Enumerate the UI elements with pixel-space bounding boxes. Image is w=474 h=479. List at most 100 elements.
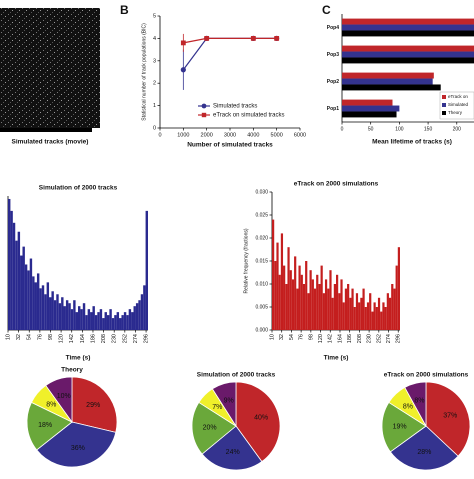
y-tick-label: 3	[153, 58, 156, 64]
hist-bar	[349, 297, 352, 330]
hist-bar	[20, 255, 23, 330]
category-label: Pop2	[327, 79, 339, 85]
hist-bar	[24, 264, 28, 330]
x-tick-label: 0	[341, 126, 344, 132]
pie-slice	[191, 401, 237, 455]
hist-bar	[126, 315, 129, 330]
x-tick-label: 120	[59, 334, 65, 343]
hist-bar	[111, 318, 115, 330]
x-tick-label: 100	[395, 126, 404, 132]
hist-bar	[316, 274, 319, 330]
hist-bar	[138, 300, 141, 330]
category-label: Pop4	[327, 25, 339, 31]
x-tick-label: 76	[37, 334, 43, 340]
x-tick-label: 0	[158, 132, 161, 138]
hist-bar	[22, 246, 25, 330]
hist-bar	[36, 273, 40, 330]
y-tick-label: 0.025	[255, 212, 268, 218]
x-axis-label: Number of simulated tracks	[187, 142, 273, 149]
pie-slice	[235, 381, 281, 463]
hist-bar	[373, 302, 376, 330]
hist-bar	[109, 309, 112, 330]
x-tick-label: 164	[80, 334, 86, 343]
slice-label: 10%	[57, 393, 71, 400]
hist-bar	[309, 270, 312, 330]
series-line	[183, 37, 277, 44]
hist-bar	[143, 285, 146, 330]
hist-bar	[56, 294, 59, 330]
hist-bar	[331, 297, 334, 330]
legend-marker	[201, 103, 207, 109]
slice-label: 19%	[393, 424, 407, 431]
hist-bar	[63, 306, 66, 330]
slice-label: 18%	[38, 422, 52, 429]
x-tick-label: 32	[279, 334, 285, 340]
x-tick-label: 10	[269, 334, 275, 340]
x-tick-label: 120	[318, 334, 324, 343]
hist-bar	[283, 265, 286, 330]
hist-bar	[121, 315, 124, 330]
x-tick-label: 150	[424, 126, 433, 132]
pie-slice	[201, 425, 263, 471]
hist-bar	[39, 288, 42, 330]
hist-bar	[85, 315, 88, 330]
legend-marker	[201, 112, 207, 118]
y-tick-label: 0.030	[255, 189, 268, 195]
pie-slice	[389, 425, 459, 471]
hist-bar	[355, 293, 359, 330]
hist-bar	[395, 265, 398, 330]
y-tick-label: 0.020	[255, 235, 268, 241]
hist-bar	[313, 288, 317, 330]
pie-slice	[36, 421, 117, 468]
hist-bar	[324, 279, 328, 330]
x-tick-label: 296	[144, 334, 150, 343]
pie-slice	[404, 381, 427, 427]
legend-label: Simulated	[448, 102, 469, 107]
x-tick-label: 274	[133, 334, 139, 343]
chart-title: Simulation of 2000 tracks	[197, 372, 276, 379]
x-tick-label: 164	[337, 334, 343, 343]
hist-bar	[364, 307, 367, 330]
hist-bar	[46, 282, 50, 330]
x-axis-label: Time (s)	[66, 355, 91, 362]
legend-label: Theory	[448, 110, 463, 115]
y-tick-label: 1	[153, 103, 156, 109]
hist-bar	[41, 285, 45, 330]
y-tick-label: 0.010	[255, 281, 268, 287]
hist-bar	[106, 315, 110, 330]
hist-bar	[322, 293, 325, 330]
y-tick-label: 4	[153, 36, 156, 42]
legend-label: eTrack on simulated tracks	[213, 113, 284, 119]
hist-bar	[116, 312, 120, 330]
hist-bar	[300, 274, 303, 330]
slice-label: 29%	[86, 402, 100, 409]
data-point	[250, 36, 256, 41]
hist-bar	[29, 258, 33, 330]
x-tick-label: 208	[101, 334, 107, 343]
x-tick-label: 252	[376, 334, 382, 343]
x-tick-label: 2000	[201, 132, 213, 138]
panel-label: B	[120, 3, 129, 17]
pie-slice	[211, 381, 237, 428]
hist-bar	[8, 198, 11, 330]
hist-bar	[133, 306, 136, 330]
x-tick-label: 5000	[271, 132, 283, 138]
hist-bar	[51, 291, 54, 330]
hist-bar	[15, 240, 18, 330]
y-tick-label: 2	[153, 81, 156, 87]
data-point	[204, 36, 210, 41]
y-tick-label: 5	[153, 13, 156, 19]
hist-bar	[32, 276, 35, 330]
bar	[342, 111, 397, 118]
y-tick-label: 0.000	[255, 327, 268, 333]
hist-bar	[353, 307, 356, 330]
movie-image	[0, 8, 100, 128]
data-point	[274, 36, 280, 41]
hist-bar	[102, 318, 105, 330]
hist-bar	[53, 300, 57, 330]
legend-swatch	[442, 95, 446, 99]
bar	[342, 30, 474, 37]
hist-bar	[371, 311, 374, 330]
hist-bar	[90, 312, 93, 330]
y-axis-label: Relative frequency (fractions)	[243, 228, 249, 293]
